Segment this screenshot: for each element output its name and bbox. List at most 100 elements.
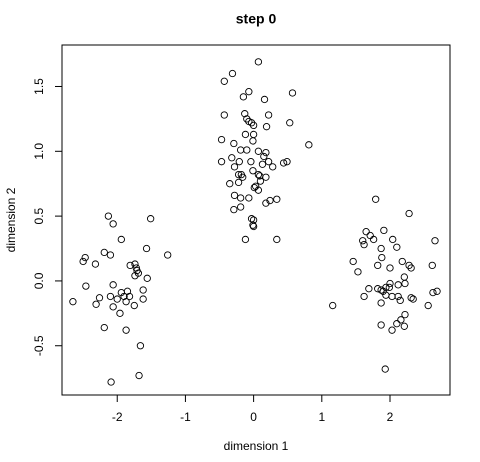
point: [431, 237, 439, 245]
point: [120, 292, 128, 301]
point: [109, 281, 117, 289]
point: [286, 119, 294, 127]
point: [142, 244, 151, 253]
point: [241, 130, 250, 139]
point: [264, 158, 273, 166]
point: [249, 222, 258, 231]
x-axis-title: dimension 1: [224, 439, 289, 453]
point: [92, 300, 100, 308]
point: [354, 268, 362, 276]
point: [113, 295, 121, 303]
point: [106, 292, 115, 301]
point: [262, 123, 271, 131]
point: [407, 264, 415, 272]
point: [226, 180, 234, 188]
point: [254, 147, 263, 155]
point: [360, 240, 368, 249]
y-tick-label: -0.5: [32, 335, 46, 356]
x-tick-label: -1: [180, 410, 191, 424]
point: [139, 286, 147, 294]
point: [234, 178, 243, 187]
point: [250, 183, 258, 192]
point: [377, 244, 385, 253]
point: [239, 173, 247, 181]
point: [273, 195, 281, 203]
point: [230, 191, 239, 200]
point: [249, 221, 257, 229]
point: [305, 141, 313, 149]
point: [380, 226, 388, 235]
point: [254, 58, 263, 66]
point: [269, 163, 277, 171]
point: [260, 95, 269, 104]
point: [386, 279, 394, 288]
point: [377, 321, 385, 329]
point: [116, 309, 124, 317]
point: [401, 310, 409, 319]
point: [249, 137, 257, 145]
point: [220, 111, 228, 119]
point: [104, 212, 113, 220]
point: [107, 378, 115, 386]
point: [362, 228, 370, 236]
point: [385, 283, 393, 292]
point: [407, 294, 415, 302]
point: [405, 209, 413, 218]
point: [245, 88, 253, 96]
point: [372, 195, 380, 203]
point: [365, 285, 373, 293]
point: [258, 160, 267, 168]
point: [117, 235, 125, 244]
point: [260, 152, 268, 161]
point: [217, 135, 226, 144]
point: [130, 301, 138, 310]
point: [69, 298, 77, 306]
point: [243, 115, 251, 123]
point: [394, 292, 402, 301]
point: [135, 371, 143, 380]
point: [262, 148, 270, 157]
point: [396, 296, 404, 305]
point: [217, 158, 226, 166]
point: [374, 285, 382, 293]
point: [262, 199, 270, 207]
point: [424, 301, 432, 310]
point: [100, 323, 108, 332]
point: [256, 177, 265, 185]
x-tick-label: 1: [318, 410, 325, 424]
point: [254, 186, 263, 194]
point: [273, 235, 281, 244]
point: [405, 261, 413, 270]
point: [106, 251, 115, 259]
y-axis-title: dimension 2: [4, 187, 18, 252]
point: [239, 93, 248, 101]
point: [249, 130, 258, 139]
point: [122, 326, 130, 334]
point: [241, 235, 250, 244]
y-tick-label: 0.0: [32, 272, 46, 289]
point: [394, 281, 402, 289]
point: [264, 111, 273, 119]
point: [100, 248, 108, 257]
point: [369, 235, 378, 244]
point: [237, 203, 245, 211]
point: [249, 167, 257, 175]
point: [109, 220, 117, 228]
point: [230, 139, 238, 148]
point: [266, 196, 274, 205]
point: [249, 121, 258, 130]
point: [388, 326, 396, 334]
point: [329, 301, 337, 310]
point: [397, 316, 405, 324]
point: [400, 273, 408, 281]
point: [126, 261, 134, 270]
x-tick-label: 0: [250, 410, 257, 424]
point: [241, 110, 249, 118]
point: [228, 154, 236, 162]
point: [234, 170, 243, 179]
point: [381, 365, 389, 373]
point: [122, 298, 130, 306]
point: [428, 261, 436, 270]
point: [409, 295, 417, 303]
